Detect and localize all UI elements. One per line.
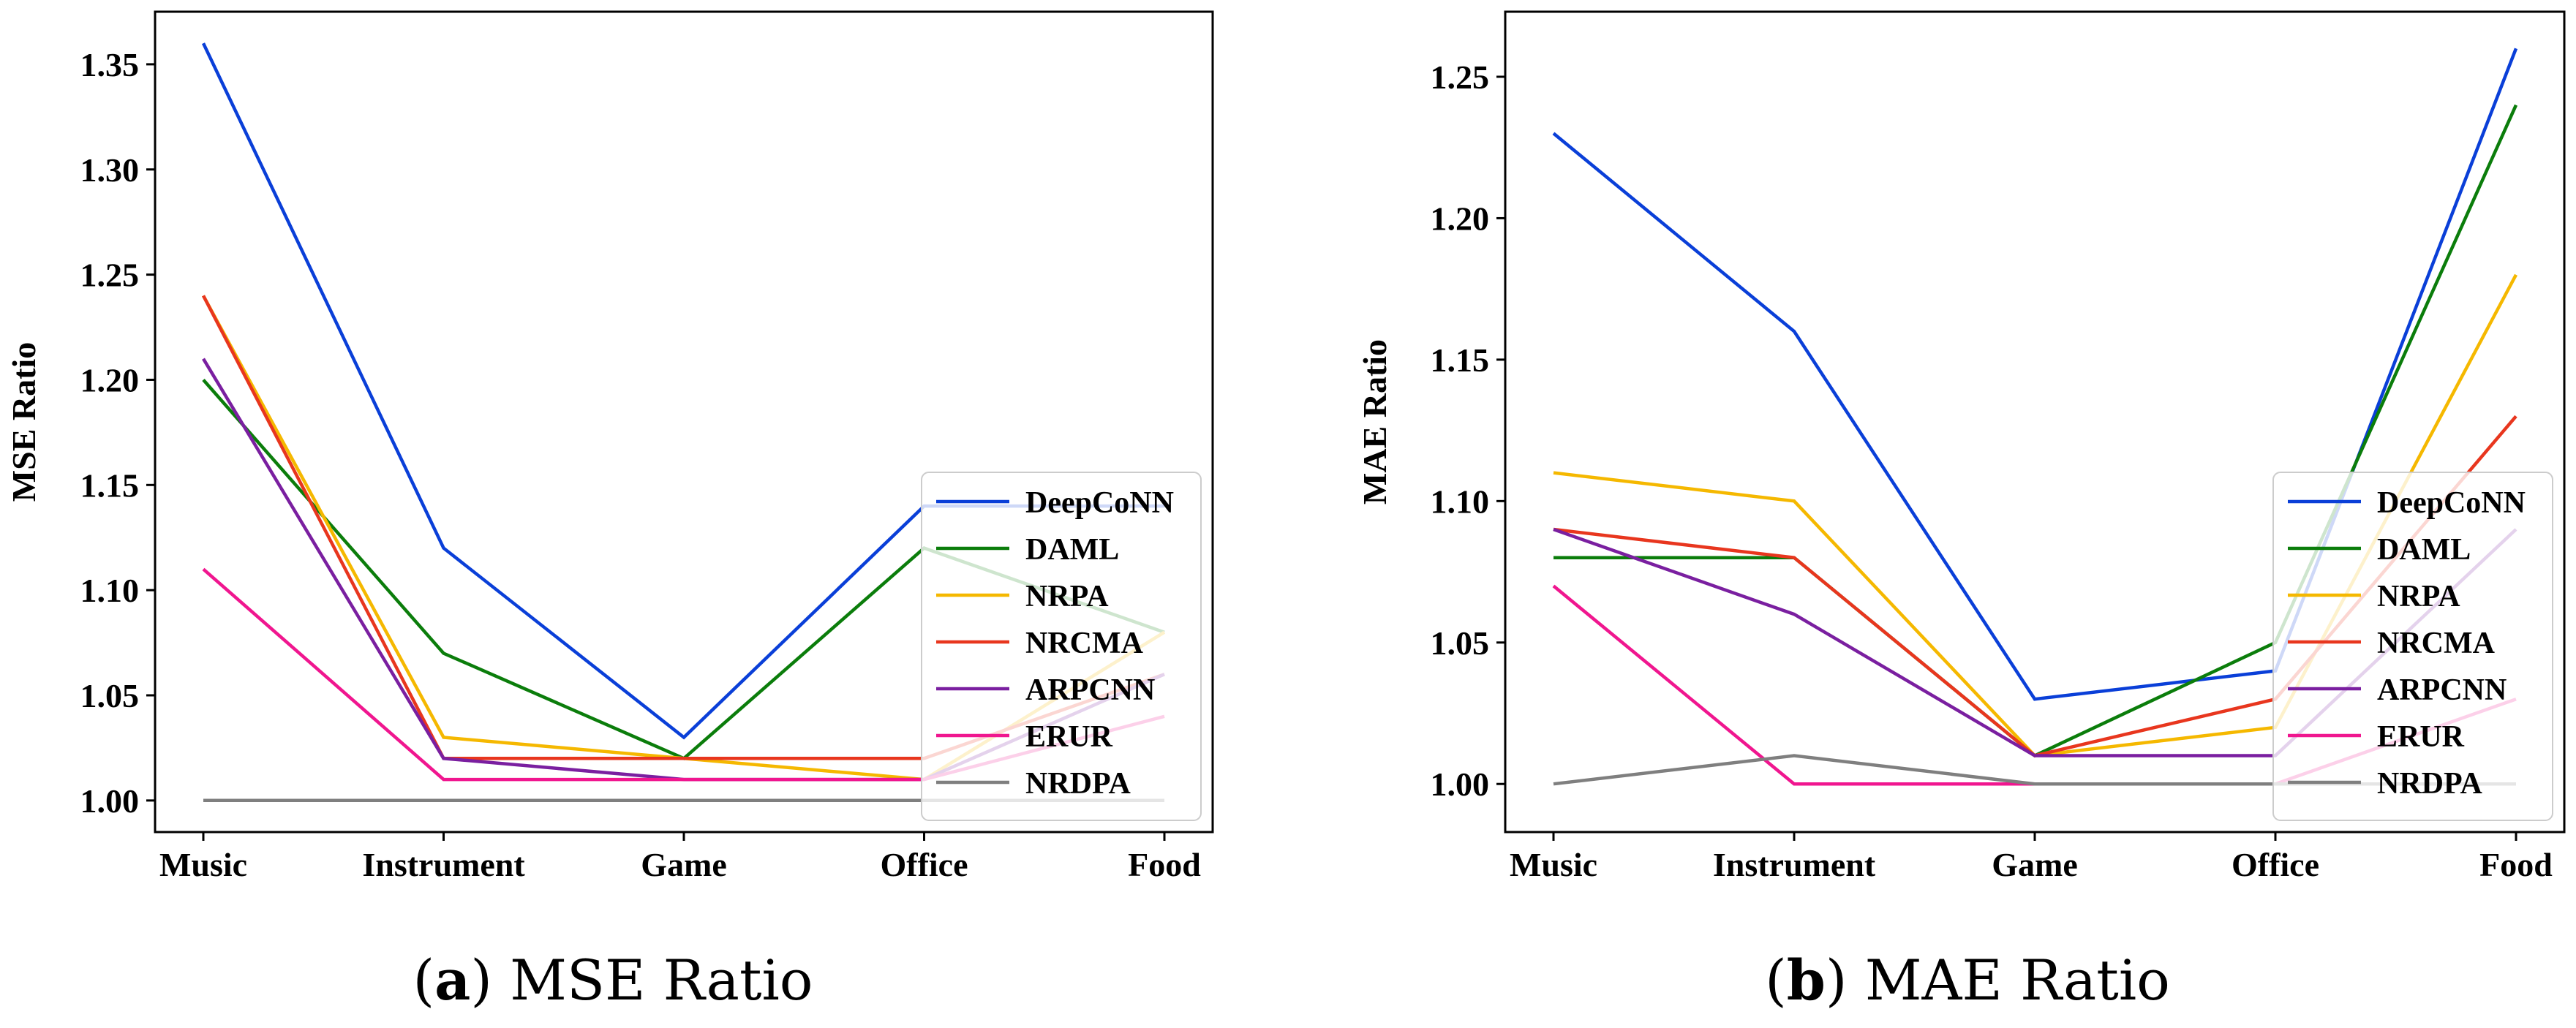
legend-entry: NRPA <box>1025 580 1109 613</box>
legend-box <box>921 472 1202 821</box>
caption-a-title: MSE Ratio <box>510 948 813 1013</box>
y-tick-label: 1.15 <box>1431 341 1490 379</box>
legend-entry: NRCMA <box>1025 627 1144 660</box>
y-tick-label: 1.20 <box>80 361 140 398</box>
y-tick-label: 1.25 <box>80 257 140 294</box>
y-tick-label: 1.30 <box>80 151 140 189</box>
x-tick-label: Music <box>1510 846 1597 883</box>
legend-entry: ARPCNN <box>1025 673 1155 707</box>
legend-entry: DAML <box>1025 533 1119 567</box>
mse-ratio-chart: 1.00 1.05 1.10 1.15 1.20 1.25 1.30 1.35 Music Ins… <box>5 10 1214 883</box>
y-tick-label: 1.05 <box>1431 624 1490 662</box>
y-tick-label: 1.25 <box>1431 58 1490 96</box>
x-tick-label: Food <box>1128 846 1201 883</box>
y-tick-label: 1.10 <box>80 572 140 609</box>
legend-entry: NRCMA <box>2377 627 2496 660</box>
legend-entry: DeepCoNN <box>1025 486 1174 520</box>
legend-entry: DeepCoNN <box>2377 486 2526 520</box>
x-tick-label: Music <box>159 846 247 883</box>
y-axis-title: MAE Ratio <box>1356 339 1393 504</box>
x-tick-label: Game <box>641 846 727 883</box>
x-tick-label: Office <box>880 846 968 883</box>
y-tick-label: 1.20 <box>1431 200 1490 237</box>
y-tick-label: 1.00 <box>1431 766 1490 803</box>
y-tick-label: 1.05 <box>80 677 140 714</box>
x-tick-label: Office <box>2232 846 2319 883</box>
y-tick-label: 1.10 <box>1431 483 1490 520</box>
x-tick-label: Game <box>1992 846 2078 883</box>
mae-ratio-chart: 1.00 1.05 1.10 1.15 1.20 1.25 Music Instrument G… <box>1356 10 2566 883</box>
x-tick-label: Instrument <box>362 846 525 883</box>
y-axis-title: MSE Ratio <box>5 342 42 502</box>
caption-a-letter: a <box>434 948 470 1013</box>
legend-entry: ERUR <box>2377 720 2465 754</box>
legend-entry: NRDPA <box>1025 767 1131 801</box>
caption-b-letter: b <box>1787 948 1826 1013</box>
x-tick-label: Food <box>2479 846 2553 883</box>
legend-box <box>2272 472 2553 821</box>
y-tick-label: 1.35 <box>80 46 140 83</box>
caption-a: (a) MSE Ratio <box>413 948 813 1013</box>
legend-entry: ERUR <box>1025 720 1113 754</box>
caption-b-title: MAE Ratio <box>1865 948 2170 1013</box>
y-tick-label: 1.15 <box>80 466 140 504</box>
caption-b: (b) MAE Ratio <box>1765 948 2170 1013</box>
legend-entry: ARPCNN <box>2377 673 2507 707</box>
legend-entry: NRDPA <box>2377 767 2483 801</box>
legend-entry: DAML <box>2377 533 2471 567</box>
x-tick-label: Instrument <box>1713 846 1876 883</box>
legend-entry: NRPA <box>2377 580 2460 613</box>
y-tick-label: 1.00 <box>80 782 140 820</box>
